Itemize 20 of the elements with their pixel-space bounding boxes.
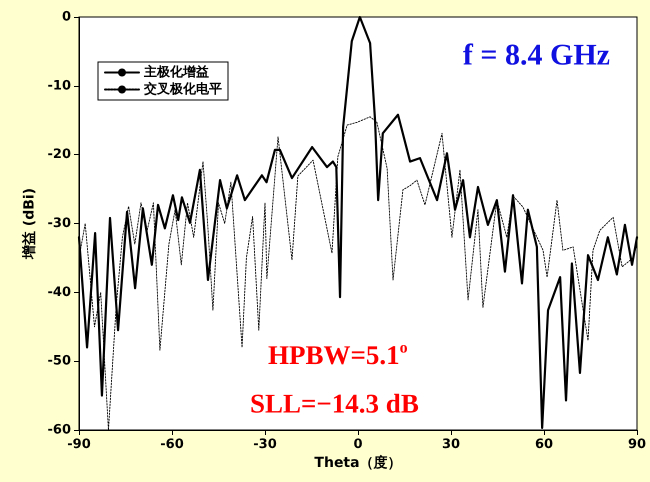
x-tick-label: 60 (534, 437, 554, 452)
annotation: SLL=−14.3 dB (250, 388, 419, 418)
y-tick-label: -30 (48, 216, 71, 231)
y-axis-title: 增益 (dBi) (22, 188, 38, 260)
y-tick-label: 0 (62, 10, 71, 24)
legend-label: 主极化增益 (143, 64, 209, 80)
y-tick-label: -60 (48, 422, 71, 438)
y-tick-label: -20 (48, 147, 71, 162)
x-tick-label: 30 (442, 437, 460, 452)
x-axis-title: Theta（度） (314, 454, 402, 471)
x-tick-label: 0 (353, 437, 363, 452)
annotation: f = 8.4 GHz (462, 38, 610, 72)
y-tick-label: -10 (48, 78, 71, 94)
x-tick-label: -60 (160, 437, 184, 452)
x-tick-label: 90 (628, 437, 646, 452)
y-tick-label: -40 (48, 284, 71, 300)
x-tick-label: -90 (67, 437, 91, 452)
y-tick-label: -50 (48, 354, 71, 369)
x-tick-label: -30 (253, 437, 277, 452)
legend-label: 交叉极化电平 (143, 81, 222, 97)
